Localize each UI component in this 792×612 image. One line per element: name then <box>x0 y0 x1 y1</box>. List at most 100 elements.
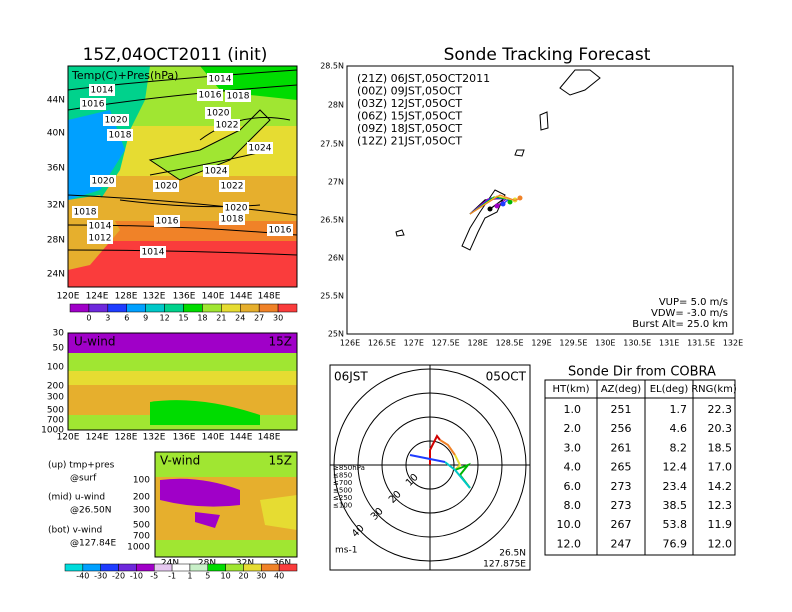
table-cell: 8.2 <box>670 441 688 454</box>
colorbar-swatch <box>164 303 184 313</box>
u-wind-field <box>67 332 298 431</box>
colorbar-label: -20 <box>112 572 125 581</box>
pressure-label: 200 <box>133 493 150 503</box>
colorbar-swatch <box>69 303 90 313</box>
isobar-label: 1016 <box>82 100 105 110</box>
table-cell: 12.0 <box>708 537 733 550</box>
lon-label: 130E <box>595 339 615 348</box>
isobar-label: 1018 <box>221 215 244 225</box>
isobar-label: 1014 <box>142 248 165 258</box>
info: VDW= -3.0 m/s <box>651 308 728 319</box>
table-header: HT(km) <box>553 384 590 395</box>
info: VUP= 5.0 m/s <box>659 297 728 308</box>
colorbar-swatch <box>189 563 209 572</box>
table-cell: 247 <box>611 537 632 550</box>
lon-label: 124E <box>86 292 109 302</box>
hodo-lat: 26.5N <box>499 549 526 559</box>
colorbar-label: 15 <box>178 314 188 323</box>
isobar-label-bg <box>267 224 293 236</box>
isobar-label-bg <box>80 98 106 110</box>
colorbar-label: 5 <box>205 572 210 581</box>
isobar-label-bg <box>154 215 180 227</box>
table-cell: 256 <box>611 422 632 435</box>
pressure-label: 300 <box>47 393 64 403</box>
table-cell: 38.5 <box>663 499 688 512</box>
panel-time: 15Z <box>269 335 293 349</box>
colorbar-swatch <box>207 563 226 572</box>
colorbar-label: -30 <box>94 572 107 581</box>
lon-label: 120E <box>57 292 80 302</box>
colorbar-label: 21 <box>216 314 226 323</box>
isobar-label-bg <box>90 175 116 187</box>
table-cell: 20.3 <box>708 422 733 435</box>
colorbar-swatch <box>202 303 222 313</box>
isobar-label: 1022 <box>216 121 239 131</box>
isobar-label-bg <box>107 129 133 141</box>
isobar-label-bg <box>219 180 245 192</box>
lon-label: 131E <box>659 339 679 348</box>
lat-label: 27.5N <box>320 140 344 149</box>
isobar-label-bg <box>103 114 129 126</box>
burst-point <box>507 199 513 205</box>
note: @surf <box>70 474 97 484</box>
lon-label: 132E <box>143 433 166 443</box>
lon-label: 129.5E <box>559 339 587 348</box>
table-title: Sonde Dir from COBRA <box>568 365 716 380</box>
colorbar-swatch <box>82 563 101 572</box>
pressure-label: 700 <box>47 416 64 426</box>
colorbar-swatch <box>183 303 203 313</box>
lon-label: 127E <box>404 339 424 348</box>
isobar-label: 1020 <box>92 177 115 187</box>
lat-label: 36N <box>273 559 291 569</box>
lon-label: 132E <box>143 292 166 302</box>
lon-label: 144E <box>230 292 253 302</box>
colorbar-label: 10 <box>221 572 231 581</box>
colorbar-swatch <box>136 563 155 572</box>
colorbar-label: -40 <box>76 572 89 581</box>
colorbar-swatch <box>145 303 165 313</box>
isobar-label-bg <box>72 206 98 218</box>
colorbar-swatch <box>153 563 173 572</box>
panel-label: U-wind <box>74 335 115 349</box>
lat-label: 28N <box>47 236 65 246</box>
colorbar-swatch <box>277 303 298 313</box>
isobar-label-bg <box>225 90 251 102</box>
hodo-legend: ≤100 <box>333 502 352 510</box>
lon-label: 131.5E <box>687 339 715 348</box>
table-cell: 251 <box>611 403 632 416</box>
lat-label: 25.5N <box>320 292 344 301</box>
note: @127.84E <box>70 539 116 549</box>
table-cell: 17.0 <box>708 461 733 474</box>
colorbar-label: 30 <box>256 572 266 581</box>
pressure-label: 100 <box>47 363 64 373</box>
isobar-label: 1014 <box>91 86 114 96</box>
lat-label: 26.5N <box>320 216 344 225</box>
isobar-label: 1016 <box>199 91 222 101</box>
colorbar-swatch <box>225 563 244 572</box>
isobar-label: 1020 <box>225 204 248 214</box>
lat-label: 24N <box>47 270 65 280</box>
lon-label: 120E <box>57 433 80 443</box>
colorbar-swatch <box>126 303 146 313</box>
legend-entry: (21Z) 06JST,05OCT2011 <box>357 72 490 85</box>
lat-label: 40N <box>47 129 65 139</box>
isobar-label-bg <box>207 73 233 85</box>
burst-point <box>500 201 506 207</box>
hodo-legend: ≥850hPa <box>333 464 365 472</box>
table-cell: 10.0 <box>557 518 582 531</box>
colorbar-label: 18 <box>197 314 207 323</box>
isobar-label: 1024 <box>205 167 228 177</box>
table-cell: 12.4 <box>663 461 688 474</box>
colorbar-swatch <box>258 303 279 313</box>
colorbar-swatch <box>240 303 260 313</box>
isobar-label: 1014 <box>89 222 112 232</box>
isobar-label-bg <box>197 89 223 101</box>
table-cell: 261 <box>611 441 632 454</box>
table-cell: 12.0 <box>557 537 582 550</box>
hodograph <box>329 364 531 571</box>
table-cell: 4.6 <box>670 422 688 435</box>
burst-point <box>517 195 523 201</box>
lon-label: 140E <box>202 292 225 302</box>
table-cell: 3.0 <box>564 441 582 454</box>
